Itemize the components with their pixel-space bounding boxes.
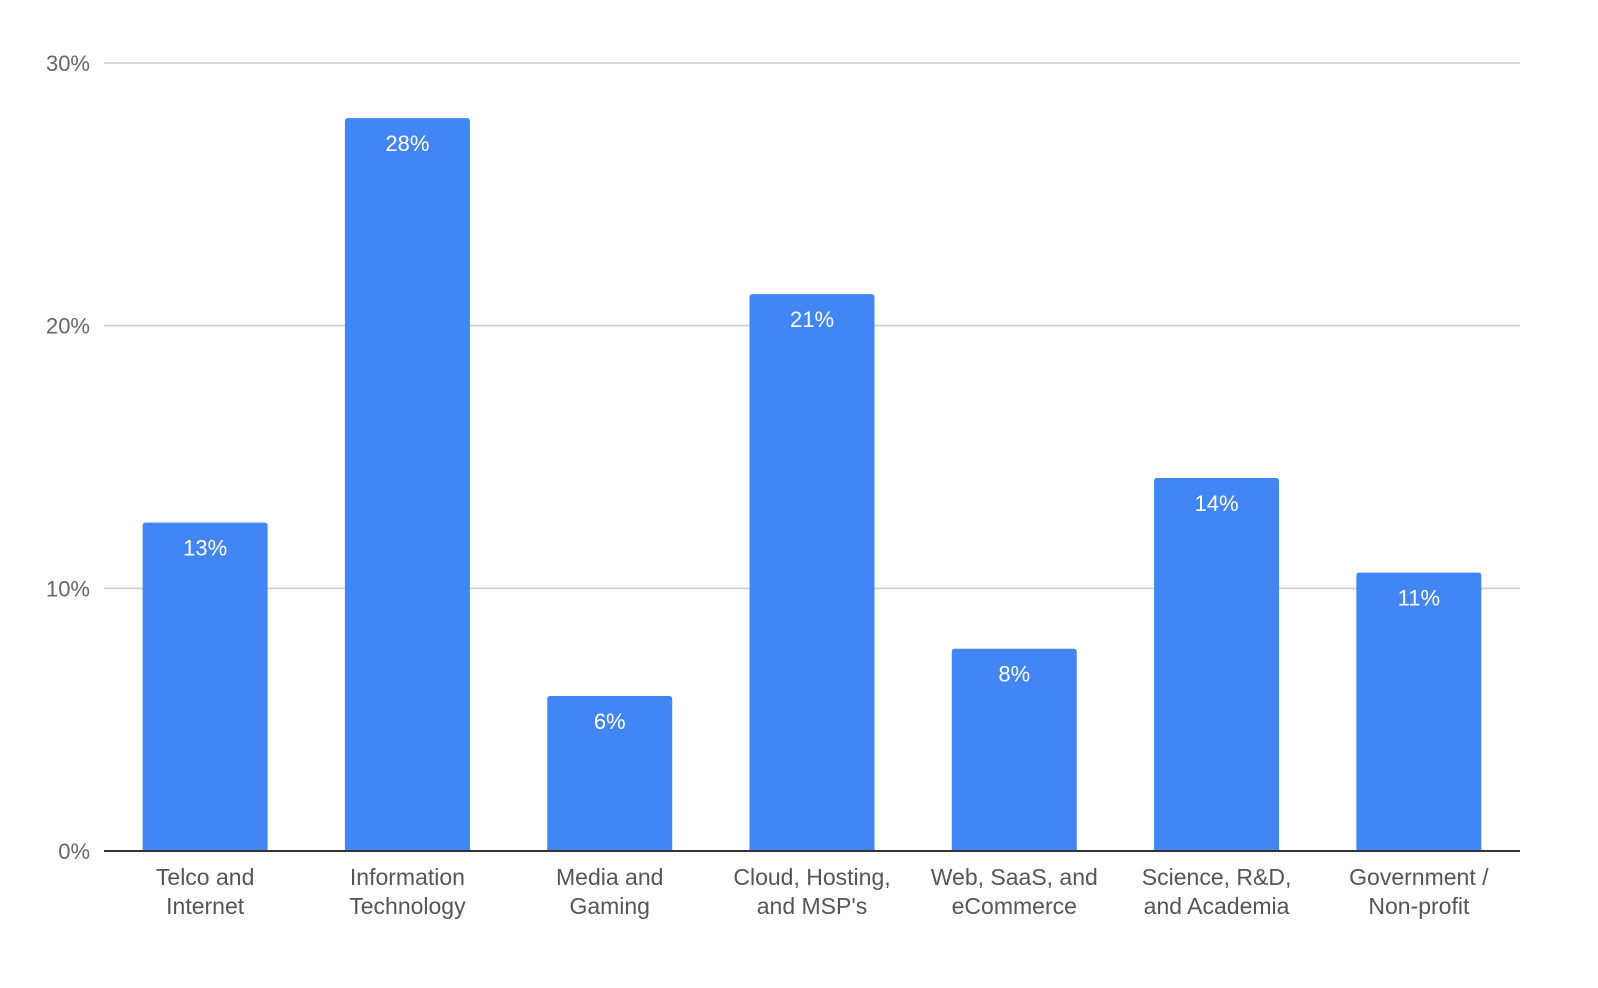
bar: [547, 696, 673, 851]
data-label: 11%: [1398, 586, 1440, 611]
bar: [142, 522, 268, 851]
y-tick-label: 30%: [46, 51, 90, 76]
data-label: 28%: [385, 131, 429, 156]
x-category-label: Cloud, Hosting, and MSP's: [733, 864, 890, 919]
x-category-label: Science, R&D, and Academia: [1142, 864, 1292, 919]
y-axis-tick-labels: 0% 10% 20% 30%: [46, 51, 90, 864]
x-category-label: Web, SaaS, and eCommerce: [931, 864, 1098, 919]
y-tick-label: 0%: [58, 839, 90, 864]
data-labels: 13% 28% 6% 21% 8% 14% 11%: [183, 131, 1440, 734]
bar: [749, 294, 875, 851]
x-category-label: Government / Non-profit: [1349, 864, 1489, 919]
data-label: 21%: [790, 307, 834, 332]
bar: [951, 648, 1077, 851]
data-label: 6%: [594, 709, 626, 734]
y-tick-label: 10%: [46, 576, 90, 601]
bars: [142, 118, 1482, 851]
data-label: 13%: [183, 536, 227, 561]
x-category-label: Information Technology: [349, 864, 466, 919]
bar: [344, 118, 470, 851]
y-tick-label: 20%: [46, 314, 90, 339]
data-label: 8%: [998, 662, 1030, 687]
x-axis-category-labels: Telco and Internet Information Technology Me…: [156, 864, 1489, 919]
bar: [1154, 478, 1280, 851]
x-category-label: Media and Gaming: [556, 864, 663, 919]
data-label: 14%: [1195, 491, 1239, 516]
x-category-label: Telco and Internet: [156, 864, 254, 919]
bar: [1356, 572, 1482, 851]
